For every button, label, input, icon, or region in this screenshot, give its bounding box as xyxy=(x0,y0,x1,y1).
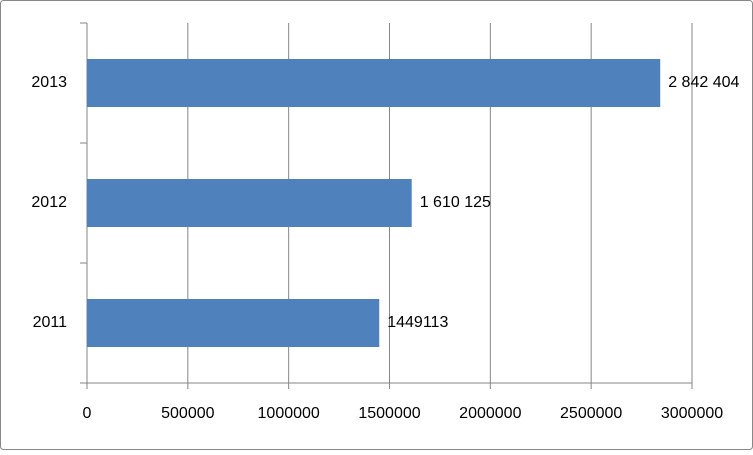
x-tick-label: 0 xyxy=(83,405,92,422)
bar xyxy=(87,59,661,107)
x-tick-label: 2000000 xyxy=(459,405,521,422)
x-tick-label: 3000000 xyxy=(661,405,723,422)
x-tick-label: 1000000 xyxy=(258,405,320,422)
bar xyxy=(87,179,412,227)
y-tick-label: 2012 xyxy=(31,194,67,211)
x-tick-label: 1500000 xyxy=(358,405,420,422)
data-label: 1449113 xyxy=(387,314,448,331)
x-tick-label: 500000 xyxy=(161,405,214,422)
data-label: 2 842 404 xyxy=(668,74,739,91)
y-tick-label: 2013 xyxy=(31,74,67,91)
x-tick-label: 2500000 xyxy=(560,405,622,422)
y-tick-label: 2011 xyxy=(33,314,68,331)
bar xyxy=(87,299,380,347)
data-label: 1 610 125 xyxy=(420,194,491,211)
